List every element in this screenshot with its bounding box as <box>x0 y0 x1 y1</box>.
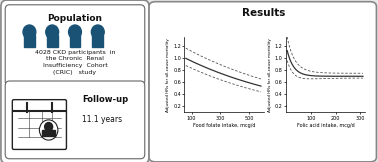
Text: 11.1 years: 11.1 years <box>82 115 122 124</box>
Text: Results: Results <box>242 8 285 18</box>
Text: Follow-up: Follow-up <box>82 95 128 104</box>
Bar <box>47 35 57 47</box>
Text: 4028 CKD participants  in
the Chronic  Renal
Insufficiency  Cohort
(CRIC)   stud: 4028 CKD participants in the Chronic Ren… <box>35 50 115 75</box>
FancyBboxPatch shape <box>1 0 149 162</box>
X-axis label: Folic acid intake, mcg/d: Folic acid intake, mcg/d <box>297 123 355 128</box>
FancyBboxPatch shape <box>12 100 67 149</box>
X-axis label: Food folate intake, mcg/d: Food folate intake, mcg/d <box>193 123 256 128</box>
FancyBboxPatch shape <box>5 5 145 86</box>
Bar <box>24 35 35 47</box>
Bar <box>42 130 55 136</box>
FancyBboxPatch shape <box>149 2 376 162</box>
Text: Population: Population <box>48 14 102 23</box>
Circle shape <box>46 25 59 39</box>
Circle shape <box>23 25 36 39</box>
Y-axis label: Adjusted HRs for all-cause mortality: Adjusted HRs for all-cause mortality <box>268 38 272 112</box>
Y-axis label: Adjusted HRs for all-cause mortality: Adjusted HRs for all-cause mortality <box>166 38 170 112</box>
Circle shape <box>39 120 58 140</box>
FancyBboxPatch shape <box>5 81 145 159</box>
Bar <box>70 35 81 47</box>
Circle shape <box>68 25 81 39</box>
Circle shape <box>91 25 104 39</box>
Bar <box>92 35 103 47</box>
Circle shape <box>45 122 53 131</box>
